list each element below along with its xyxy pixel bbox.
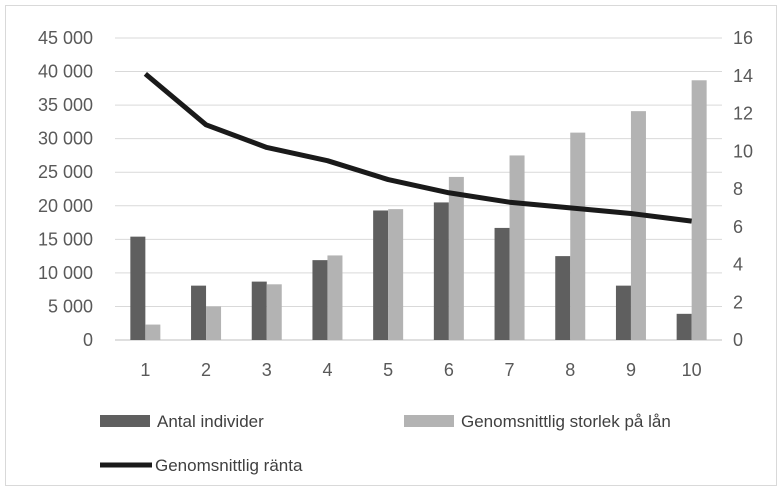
legend-swatch xyxy=(100,415,150,427)
x-tick-label: 7 xyxy=(505,360,515,380)
y-right-tick-label: 2 xyxy=(733,292,743,312)
y-right-tick-label: 10 xyxy=(733,141,753,161)
y-left-tick-label: 0 xyxy=(83,330,93,350)
bar-genomsnittlig-storlek xyxy=(509,155,525,340)
x-tick-label: 5 xyxy=(383,360,393,380)
x-tick-label: 2 xyxy=(201,360,211,380)
x-tick-label: 9 xyxy=(626,360,636,380)
bar-antal-individer xyxy=(251,281,267,340)
bar-antal-individer xyxy=(312,260,328,340)
y-left-tick-label: 15 000 xyxy=(38,229,93,249)
y-right-tick-label: 14 xyxy=(733,66,753,86)
bar-genomsnittlig-storlek xyxy=(145,324,161,340)
y-right-tick-label: 12 xyxy=(733,104,753,124)
y-left-tick-label: 35 000 xyxy=(38,95,93,115)
y-right-tick-label: 16 xyxy=(733,28,753,48)
bar-genomsnittlig-storlek xyxy=(327,255,343,340)
bar-antal-individer xyxy=(130,236,146,340)
y-right-tick-label: 6 xyxy=(733,217,743,237)
bar-antal-individer xyxy=(615,285,631,340)
line-genomsnittlig-ranta xyxy=(143,71,692,224)
bar-antal-individer xyxy=(676,313,692,340)
y-left-tick-label: 45 000 xyxy=(38,28,93,48)
bar-antal-individer xyxy=(433,202,449,340)
bar-genomsnittlig-storlek xyxy=(630,111,646,340)
y-right-tick-label: 4 xyxy=(733,255,743,275)
bar-genomsnittlig-storlek xyxy=(388,209,404,340)
bar-antal-individer xyxy=(373,210,389,340)
y-left-tick-label: 10 000 xyxy=(38,263,93,283)
legend-label: Antal individer xyxy=(157,412,264,431)
bar-antal-individer xyxy=(555,256,571,340)
x-tick-label: 3 xyxy=(262,360,272,380)
bar-antal-individer xyxy=(191,285,207,340)
bar-genomsnittlig-storlek xyxy=(570,132,586,340)
bar-genomsnittlig-storlek xyxy=(448,176,464,340)
bar-antal-individer xyxy=(494,227,510,340)
bar-genomsnittlig-storlek xyxy=(206,306,222,340)
legend-label: Genomsnittlig storlek på lån xyxy=(461,412,671,431)
legend-label: Genomsnittlig ränta xyxy=(155,456,303,475)
y-left-tick-label: 30 000 xyxy=(38,129,93,149)
y-left-tick-label: 25 000 xyxy=(38,162,93,182)
x-tick-label: 1 xyxy=(140,360,150,380)
x-tick-label: 4 xyxy=(322,360,332,380)
bar-genomsnittlig-storlek xyxy=(266,284,282,340)
y-right-tick-label: 0 xyxy=(733,330,743,350)
y-left-tick-label: 20 000 xyxy=(38,196,93,216)
y-left-tick-label: 40 000 xyxy=(38,62,93,82)
x-tick-label: 6 xyxy=(444,360,454,380)
legend-swatch xyxy=(404,415,454,427)
x-tick-label: 10 xyxy=(682,360,702,380)
x-tick-label: 8 xyxy=(565,360,575,380)
y-right-tick-label: 8 xyxy=(733,179,743,199)
y-left-tick-label: 5 000 xyxy=(48,296,93,316)
bar-genomsnittlig-storlek xyxy=(691,80,707,340)
